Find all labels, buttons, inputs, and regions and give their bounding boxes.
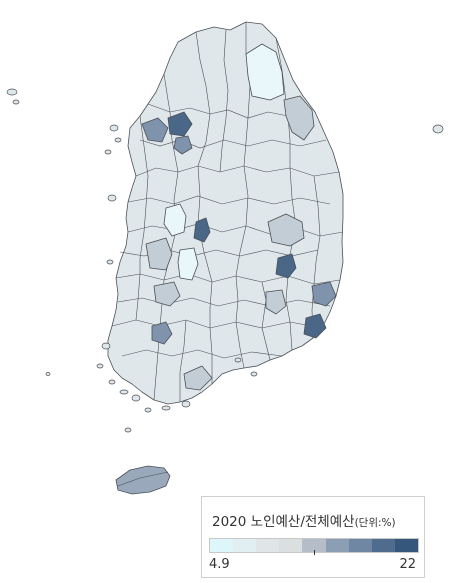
legend-swatch-0 bbox=[210, 539, 234, 552]
region-gyeongbuk-center[interactable] bbox=[267, 213, 305, 247]
region-jeonnam-south[interactable] bbox=[183, 365, 213, 391]
west-coast-islands bbox=[6, 88, 258, 433]
legend-swatch-8 bbox=[394, 539, 418, 552]
region-gwangju[interactable] bbox=[151, 321, 173, 345]
region-seoul-west[interactable] bbox=[141, 117, 169, 143]
legend-swatch-4 bbox=[302, 539, 326, 552]
region-gangwon-coast[interactable] bbox=[283, 95, 315, 141]
region-gangwon-north[interactable] bbox=[245, 43, 285, 101]
region-chungbuk-light[interactable] bbox=[163, 203, 187, 237]
legend-swatch-5 bbox=[325, 539, 349, 552]
ulleungdo-island[interactable] bbox=[432, 124, 444, 134]
region-jeonbuk-west[interactable] bbox=[153, 281, 181, 307]
region-busan[interactable] bbox=[303, 313, 327, 339]
region-seoul-center[interactable] bbox=[167, 111, 193, 137]
region-gyeongnam-mid[interactable] bbox=[265, 289, 287, 315]
legend-tick bbox=[314, 550, 315, 555]
legend: 2020 노인예산/전체예산(단위:%) 4.9 22 bbox=[201, 496, 425, 578]
region-gyeonggi-east[interactable] bbox=[173, 135, 193, 155]
mainland-korea[interactable] bbox=[107, 21, 344, 405]
legend-max-label: 22 bbox=[399, 557, 416, 572]
legend-swatch-1 bbox=[233, 539, 257, 552]
legend-swatch-6 bbox=[348, 539, 372, 552]
region-chungnam-light[interactable] bbox=[177, 247, 199, 281]
legend-swatch-3 bbox=[279, 539, 303, 552]
legend-title-main: 2020 노인예산/전체예산 bbox=[212, 514, 355, 530]
region-chungnam-west[interactable] bbox=[145, 237, 173, 271]
legend-swatch-7 bbox=[371, 539, 395, 552]
region-jeju[interactable] bbox=[115, 465, 171, 495]
legend-min-label: 4.9 bbox=[209, 557, 230, 572]
region-daegu[interactable] bbox=[275, 253, 297, 279]
legend-title-unit: (단위:%) bbox=[354, 517, 396, 529]
legend-title: 2020 노인예산/전체예산(단위:%) bbox=[212, 510, 396, 530]
region-daejeon[interactable] bbox=[193, 217, 211, 243]
legend-swatch-2 bbox=[256, 539, 280, 552]
region-ulsan[interactable] bbox=[311, 281, 337, 307]
